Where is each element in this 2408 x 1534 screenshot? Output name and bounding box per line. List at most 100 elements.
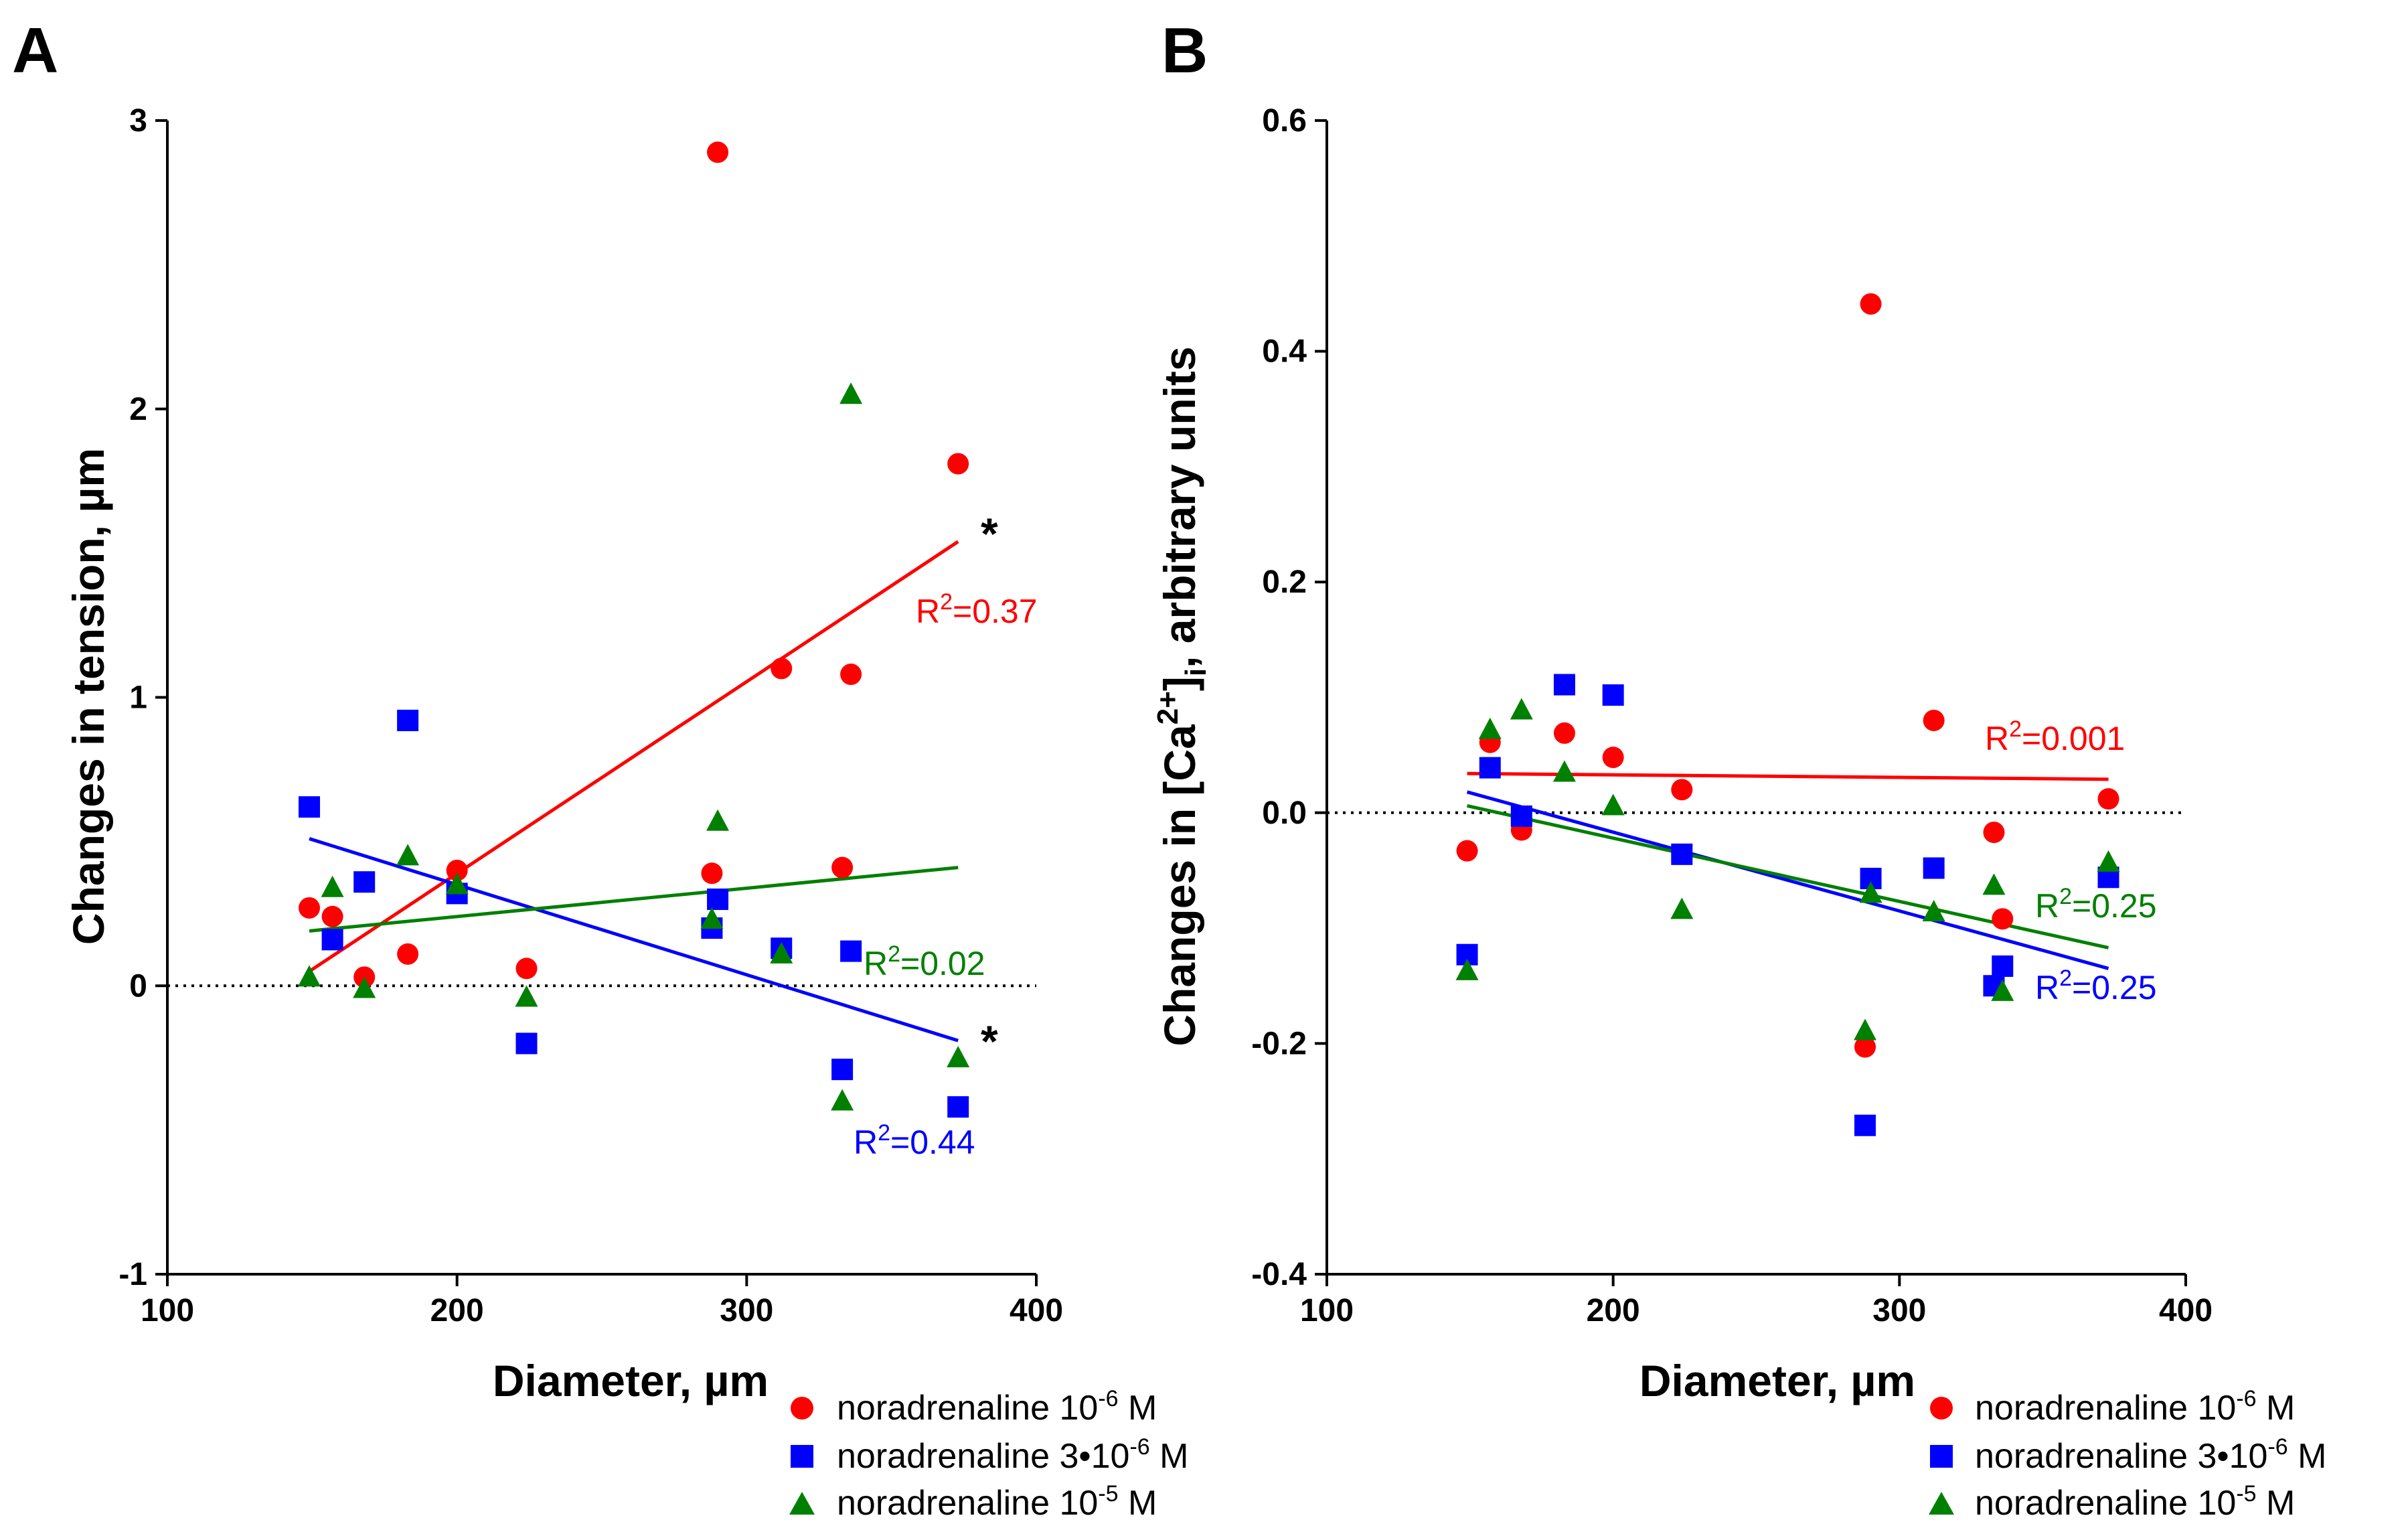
panel-a-point-circle <box>515 957 538 980</box>
panel-b-y-tick-label: -0.4 <box>1251 1257 1307 1292</box>
panel-b-y-tick-label: 0.6 <box>1262 103 1307 139</box>
panel-b-x-tick-label: 400 <box>2159 1293 2213 1328</box>
panel-b-point-square <box>1854 1114 1876 1136</box>
panel-b-point-square <box>1671 843 1693 865</box>
panel-a: A -1 0 1 2 3 100 200 300 400 Diameter, µm Change… <box>12 15 1188 1523</box>
panel-b-point-triangle <box>1922 899 1945 921</box>
panel-b-point-circle <box>1860 293 1882 315</box>
panel-a-point-triangle <box>515 985 538 1007</box>
panel-b-point-square <box>1510 805 1532 827</box>
panel-a-fit-line-2 <box>309 866 959 933</box>
panel-a-significance-star-blue: * <box>981 1016 998 1066</box>
panel-b-y-tick-label: -0.2 <box>1251 1026 1307 1061</box>
panel-a-point-triangle <box>353 976 376 998</box>
panel-a-point-circle <box>831 856 854 878</box>
panel-b-point-circle <box>2097 788 2119 810</box>
panel-b-point-triangle <box>1991 979 2014 1001</box>
panel-a-tick-labels: -1 0 1 2 3 100 200 300 400 <box>118 103 1063 1328</box>
panel-a-point-square <box>397 709 419 731</box>
panel-b-point-square <box>1923 857 1945 879</box>
panel-a-point-square <box>840 940 862 962</box>
panel-a-axes <box>155 119 1038 1286</box>
panel-a-point-triangle <box>831 1089 854 1111</box>
panel-b-y-tick-label: 0.4 <box>1262 334 1307 370</box>
panel-a-x-tick-label: 100 <box>141 1293 194 1328</box>
panel-b-point-triangle <box>2097 850 2120 872</box>
panel-a-x-axis-title: Diameter, µm <box>493 1356 769 1405</box>
panel-a-fit-lines <box>308 540 959 1043</box>
panel-a-points <box>298 141 970 1118</box>
panel-b-r2-blue: R2=0.25 <box>2035 966 2157 1006</box>
panel-b-point-square <box>1553 674 1575 696</box>
panel-a-point-triangle <box>298 965 321 987</box>
panel-b-y-axis-title: Changes in [Ca2+]i, arbitrary units <box>1151 346 1212 1046</box>
panel-a-point-square <box>515 1032 538 1055</box>
panel-b-point-circle <box>1854 1036 1876 1058</box>
panel-a-x-tick-label: 400 <box>1010 1293 1063 1328</box>
legend-a-item-3: noradrenaline 10-5 M <box>837 1481 1157 1523</box>
panel-a-point-triangle <box>770 941 793 964</box>
legend-a-red-circle-marker <box>791 1397 813 1420</box>
legend-b-red-circle-marker <box>1930 1397 1953 1420</box>
panel-b-point-circle <box>1671 779 1693 801</box>
panel-b-point-square <box>1479 757 1501 779</box>
panel-b-x-tick-label: 200 <box>1587 1293 1640 1328</box>
panel-b-point-circle <box>1602 747 1624 769</box>
panel-b-point-square <box>1992 955 2014 977</box>
legend-a-green-triangle-marker <box>789 1492 815 1515</box>
legend-a-item-2: noradrenaline 3•10-6 M <box>837 1434 1188 1476</box>
panel-a-point-triangle <box>396 844 420 866</box>
panel-a-significance-star-red: * <box>981 509 998 558</box>
panel-b: B -0.4 -0.2 0.0 0.2 0.4 0.6 100 200 300 400 Diame… <box>1151 15 2326 1523</box>
panel-b-fit-line-1 <box>1466 790 2109 970</box>
panel-a-point-triangle <box>839 382 863 404</box>
panel-a-letter: A <box>12 15 58 86</box>
legend-a-item-1: noradrenaline 10-6 M <box>837 1386 1157 1428</box>
panel-b-point-triangle <box>1854 1018 1877 1041</box>
panel-a-fit-line-1 <box>309 837 959 1043</box>
panel-b-point-circle <box>1456 840 1478 862</box>
panel-b-point-triangle <box>1478 717 1502 739</box>
panel-b-tick-labels: -0.4 -0.2 0.0 0.2 0.4 0.6 100 200 300 400 <box>1251 103 2213 1328</box>
panel-a-r2-blue: R2=0.44 <box>854 1120 975 1161</box>
panel-a-point-triangle <box>947 1045 970 1067</box>
panel-a-x-tick-label: 300 <box>720 1293 773 1328</box>
panel-b-point-circle <box>1983 822 2005 844</box>
legend-b-item-3: noradrenaline 10-5 M <box>1975 1481 2295 1523</box>
panel-a-point-circle <box>707 141 729 163</box>
panel-a-point-square <box>707 889 729 911</box>
panel-a-x-tick-label: 200 <box>430 1293 484 1328</box>
panel-b-legend: noradrenaline 10-6 M noradrenaline 3•10-… <box>1929 1386 2326 1523</box>
panel-a-point-circle <box>446 859 468 881</box>
panel-b-x-tick-label: 100 <box>1300 1293 1354 1328</box>
panel-b-axes <box>1315 119 2187 1286</box>
panel-a-fit-line-0 <box>308 540 959 973</box>
legend-b-blue-square-marker <box>1930 1445 1953 1468</box>
panel-a-point-circle <box>321 905 343 927</box>
panel-b-r2-green: R2=0.25 <box>2035 884 2157 925</box>
panel-a-point-circle <box>701 862 723 885</box>
panel-b-point-triangle <box>1670 897 1694 919</box>
panel-b-point-circle <box>1923 709 1945 731</box>
panel-a-legend: noradrenaline 10-6 M noradrenaline 3•10-… <box>789 1386 1188 1523</box>
panel-b-points <box>1455 293 2120 1136</box>
legend-b-item-2: noradrenaline 3•10-6 M <box>1975 1434 2326 1476</box>
legend-b-item-1: noradrenaline 10-6 M <box>1975 1386 2295 1428</box>
legend-b-green-triangle-marker <box>1929 1492 1954 1515</box>
panel-b-y-tick-label: 0.2 <box>1262 564 1307 600</box>
panel-b-y-tick-label: 0.0 <box>1262 795 1307 831</box>
panel-a-point-square <box>321 929 343 951</box>
panel-b-letter: B <box>1161 15 1208 86</box>
panel-a-point-square <box>299 796 321 818</box>
panel-b-x-axis-title: Diameter, µm <box>1639 1356 1915 1405</box>
panel-a-point-circle <box>397 943 419 965</box>
panel-a-point-square <box>947 1096 969 1118</box>
panel-b-point-circle <box>1992 908 2014 930</box>
panel-b-point-triangle <box>1510 698 1533 720</box>
panel-b-point-triangle <box>1982 873 2006 895</box>
panel-a-point-triangle <box>700 907 724 929</box>
panel-a-y-tick-label: 1 <box>129 680 147 716</box>
panel-a-y-axis-title: Changes in tension, µm <box>64 448 113 945</box>
panel-a-point-triangle <box>321 875 344 897</box>
